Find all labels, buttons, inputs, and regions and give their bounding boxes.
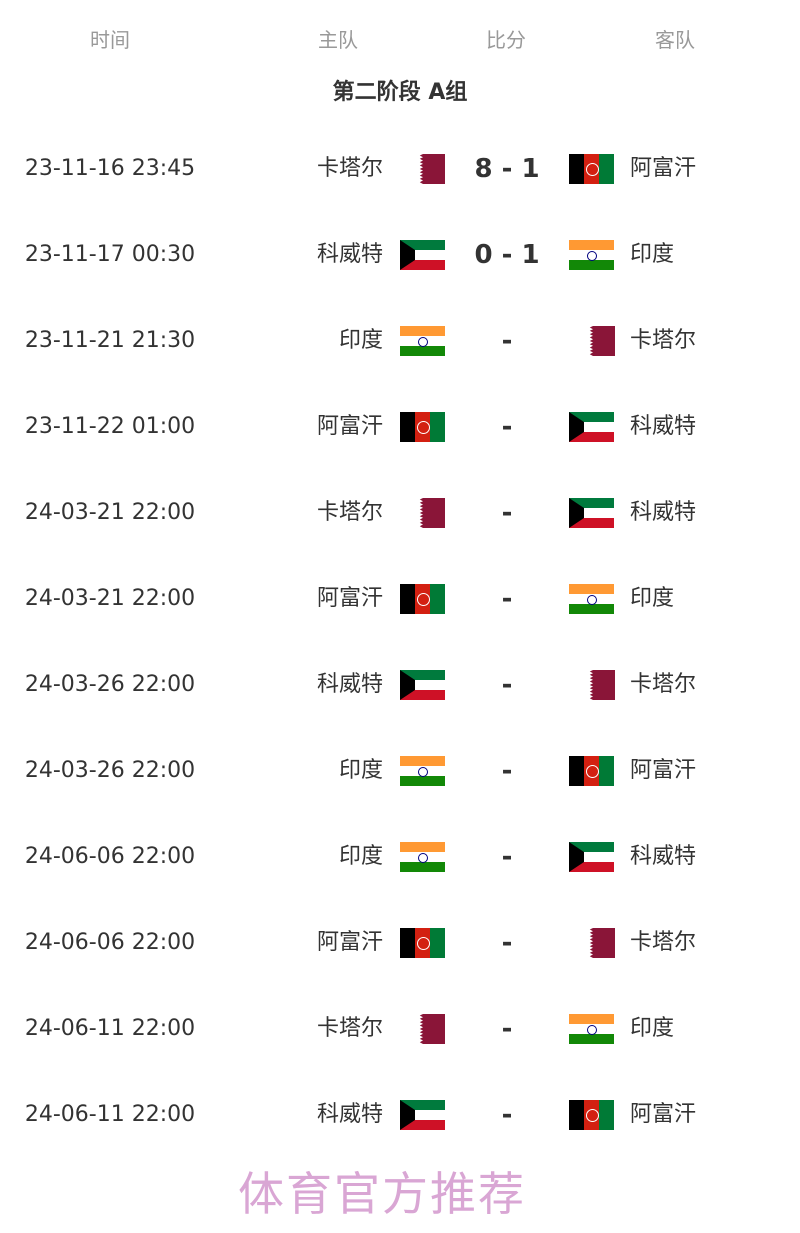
away-team: 卡塔尔 <box>630 930 697 955</box>
away-team: 科威特 <box>630 844 697 869</box>
match-time: 24-06-11 22:00 <box>24 1016 196 1041</box>
match-time: 24-06-06 22:00 <box>24 930 196 955</box>
away-team: 印度 <box>630 242 675 267</box>
home-team: 印度 <box>338 328 383 353</box>
home-team: 印度 <box>338 758 383 783</box>
afghanistan-flag-icon <box>569 1100 614 1130</box>
kuwait-flag-icon <box>569 412 614 442</box>
match-row[interactable]: 24-03-26 22:00 科威特 - 卡塔尔 <box>0 642 800 728</box>
home-team: 阿富汗 <box>316 586 383 611</box>
india-flag-icon <box>400 842 445 872</box>
match-row[interactable]: 24-06-11 22:00 科威特 - 阿富汗 <box>0 1072 800 1158</box>
kuwait-flag-icon <box>400 240 445 270</box>
afghanistan-flag-icon <box>400 928 445 958</box>
home-team: 阿富汗 <box>316 930 383 955</box>
watermark: 体育官方推荐 <box>238 1167 526 1221</box>
match-time: 24-03-26 22:00 <box>24 758 196 783</box>
match-time: 24-03-21 22:00 <box>24 500 196 525</box>
qatar-flag-icon <box>585 326 615 356</box>
match-score: - <box>501 1014 513 1044</box>
qatar-flag-icon <box>415 498 445 528</box>
india-flag-icon <box>400 326 445 356</box>
match-row[interactable]: 24-06-06 22:00 阿富汗 - 卡塔尔 <box>0 900 800 986</box>
away-team: 卡塔尔 <box>630 328 697 353</box>
match-row[interactable]: 24-03-21 22:00 卡塔尔 - 科威特 <box>0 470 800 556</box>
home-team: 印度 <box>338 844 383 869</box>
header-home: 主队 <box>318 28 358 52</box>
india-flag-icon <box>400 756 445 786</box>
match-score: - <box>501 928 513 958</box>
header-score: 比分 <box>486 28 526 52</box>
match-row[interactable]: 23-11-16 23:45 卡塔尔 8 - 1 阿富汗 <box>0 126 800 212</box>
home-team: 卡塔尔 <box>316 500 383 525</box>
match-score: - <box>501 842 513 872</box>
india-flag-icon <box>569 584 614 614</box>
home-team: 卡塔尔 <box>316 1016 383 1041</box>
away-team: 科威特 <box>630 414 697 439</box>
match-row[interactable]: 24-06-11 22:00 卡塔尔 - 印度 <box>0 986 800 1072</box>
match-score: - <box>501 412 513 442</box>
header-away: 客队 <box>655 28 695 52</box>
match-time: 24-03-21 22:00 <box>24 586 196 611</box>
home-team: 阿富汗 <box>316 414 383 439</box>
home-team: 科威特 <box>316 1102 383 1127</box>
away-team: 印度 <box>630 586 675 611</box>
away-team: 印度 <box>630 1016 675 1041</box>
match-time: 23-11-17 00:30 <box>24 242 196 267</box>
match-score: 8 - 1 <box>474 154 540 184</box>
match-time: 24-06-06 22:00 <box>24 844 196 869</box>
match-row[interactable]: 23-11-17 00:30 科威特 0 - 1 印度 <box>0 212 800 298</box>
afghanistan-flag-icon <box>400 412 445 442</box>
kuwait-flag-icon <box>400 670 445 700</box>
home-team: 科威特 <box>316 672 383 697</box>
group-title: 第二阶段 A组 <box>332 80 468 105</box>
qatar-flag-icon <box>415 1014 445 1044</box>
match-score: - <box>501 498 513 528</box>
match-score: - <box>501 326 513 356</box>
india-flag-icon <box>569 240 614 270</box>
match-row[interactable]: 24-03-26 22:00 印度 - 阿富汗 <box>0 728 800 814</box>
kuwait-flag-icon <box>400 1100 445 1130</box>
match-score: - <box>501 584 513 614</box>
home-team: 科威特 <box>316 242 383 267</box>
match-row[interactable]: 24-03-21 22:00 阿富汗 - 印度 <box>0 556 800 642</box>
match-row[interactable]: 23-11-22 01:00 阿富汗 - 科威特 <box>0 384 800 470</box>
match-row[interactable]: 24-06-06 22:00 印度 - 科威特 <box>0 814 800 900</box>
away-team: 科威特 <box>630 500 697 525</box>
match-score: - <box>501 756 513 786</box>
qatar-flag-icon <box>585 670 615 700</box>
kuwait-flag-icon <box>569 498 614 528</box>
match-time: 23-11-22 01:00 <box>24 414 196 439</box>
afghanistan-flag-icon <box>569 756 614 786</box>
home-team: 卡塔尔 <box>316 156 383 181</box>
match-time: 23-11-21 21:30 <box>24 328 196 353</box>
away-team: 阿富汗 <box>630 1102 697 1127</box>
qatar-flag-icon <box>585 928 615 958</box>
kuwait-flag-icon <box>569 842 614 872</box>
away-team: 阿富汗 <box>630 156 697 181</box>
header-time: 时间 <box>90 28 130 52</box>
afghanistan-flag-icon <box>569 154 614 184</box>
match-time: 24-03-26 22:00 <box>24 672 196 697</box>
match-score: - <box>501 670 513 700</box>
match-row[interactable]: 23-11-21 21:30 印度 - 卡塔尔 <box>0 298 800 384</box>
india-flag-icon <box>569 1014 614 1044</box>
afghanistan-flag-icon <box>400 584 445 614</box>
away-team: 阿富汗 <box>630 758 697 783</box>
match-time: 23-11-16 23:45 <box>24 156 196 181</box>
away-team: 卡塔尔 <box>630 672 697 697</box>
qatar-flag-icon <box>415 154 445 184</box>
match-time: 24-06-11 22:00 <box>24 1102 196 1127</box>
match-score: - <box>501 1100 513 1130</box>
match-score: 0 - 1 <box>474 240 540 270</box>
